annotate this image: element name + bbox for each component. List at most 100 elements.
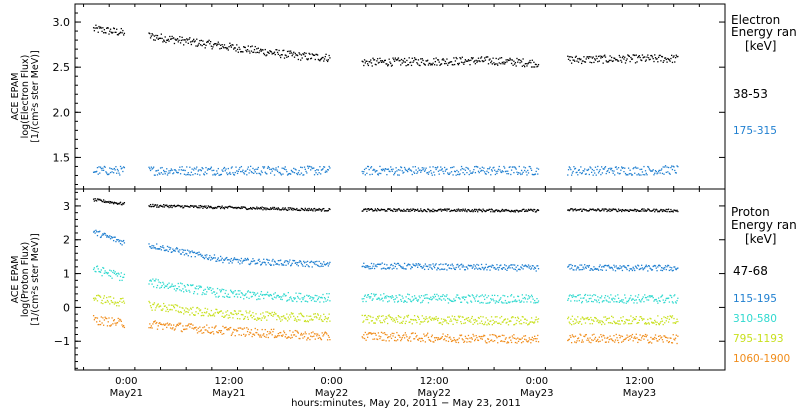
data-point xyxy=(306,301,309,303)
data-point xyxy=(233,310,236,312)
data-point xyxy=(478,267,480,269)
data-point xyxy=(174,304,176,306)
data-point xyxy=(267,294,269,296)
data-point xyxy=(661,209,663,211)
data-point xyxy=(527,266,529,268)
data-point xyxy=(415,319,417,322)
data-point xyxy=(98,270,100,273)
data-point xyxy=(253,260,255,262)
data-point xyxy=(664,57,666,59)
data-point xyxy=(94,232,96,234)
data-point xyxy=(239,260,242,262)
data-point xyxy=(612,340,614,342)
data-point xyxy=(370,59,372,61)
data-point xyxy=(592,269,594,271)
data-point xyxy=(667,341,670,344)
data-point xyxy=(175,205,177,208)
data-point xyxy=(325,317,327,319)
data-point xyxy=(464,322,467,324)
data-point xyxy=(663,59,665,62)
data-point xyxy=(455,296,457,298)
data-point xyxy=(436,167,438,169)
data-point xyxy=(383,208,385,211)
data-point xyxy=(92,171,95,173)
data-point xyxy=(106,27,109,29)
data-point xyxy=(377,317,380,319)
data-point xyxy=(230,334,233,337)
data-point xyxy=(536,265,538,267)
data-point xyxy=(300,262,303,264)
data-point xyxy=(440,295,442,298)
data-point xyxy=(497,269,500,271)
data-point xyxy=(483,167,485,169)
data-point xyxy=(106,317,108,320)
data-point xyxy=(483,334,485,336)
data-point xyxy=(168,246,170,248)
data-point xyxy=(201,332,203,334)
data-point xyxy=(282,173,284,175)
data-point xyxy=(259,48,262,50)
data-point xyxy=(371,208,373,211)
data-point xyxy=(423,320,426,322)
data-point xyxy=(242,314,244,316)
data-point xyxy=(187,42,189,44)
data-point xyxy=(321,263,323,265)
data-point xyxy=(502,321,504,323)
data-point xyxy=(517,317,520,320)
data-point xyxy=(456,339,458,341)
data-point xyxy=(209,40,212,43)
data-point xyxy=(122,276,124,279)
data-point xyxy=(209,167,212,170)
data-point xyxy=(121,301,123,303)
data-point xyxy=(263,258,265,260)
data-point xyxy=(450,61,452,63)
data-point xyxy=(443,209,445,211)
data-point xyxy=(210,309,213,312)
data-point xyxy=(156,321,158,324)
data-point xyxy=(570,208,572,210)
data-point xyxy=(473,268,476,270)
data-point xyxy=(429,339,431,342)
data-point xyxy=(240,206,243,208)
data-point xyxy=(654,211,656,213)
data-point xyxy=(600,57,602,59)
data-point xyxy=(290,169,293,172)
data-point xyxy=(386,334,388,336)
data-point xyxy=(114,169,116,171)
data-point xyxy=(439,268,441,271)
data-point xyxy=(327,265,330,267)
data-point xyxy=(584,294,586,297)
data-point xyxy=(311,335,313,338)
data-point xyxy=(493,210,495,212)
data-point xyxy=(607,317,609,320)
data-point xyxy=(226,206,228,208)
data-point xyxy=(584,266,587,268)
data-point xyxy=(518,59,520,61)
data-point xyxy=(584,168,586,170)
data-point xyxy=(497,301,500,303)
data-point xyxy=(229,206,232,208)
data-point xyxy=(489,166,491,168)
data-point xyxy=(463,318,466,321)
data-point xyxy=(97,323,99,326)
data-point xyxy=(524,318,527,320)
data-point xyxy=(279,171,281,174)
data-point xyxy=(176,248,179,250)
data-point xyxy=(320,208,322,211)
data-point xyxy=(497,322,499,324)
data-point xyxy=(447,172,449,174)
data-point xyxy=(514,61,517,64)
data-point xyxy=(567,55,569,57)
data-point xyxy=(362,321,364,323)
data-point xyxy=(400,265,402,268)
data-point xyxy=(303,209,305,211)
data-point xyxy=(671,316,673,319)
data-point xyxy=(625,302,627,304)
data-point xyxy=(186,166,188,168)
data-point xyxy=(573,323,575,325)
data-point xyxy=(440,322,442,324)
data-point xyxy=(184,311,186,313)
data-point xyxy=(527,264,530,266)
data-point xyxy=(437,209,440,211)
data-point xyxy=(657,210,660,212)
